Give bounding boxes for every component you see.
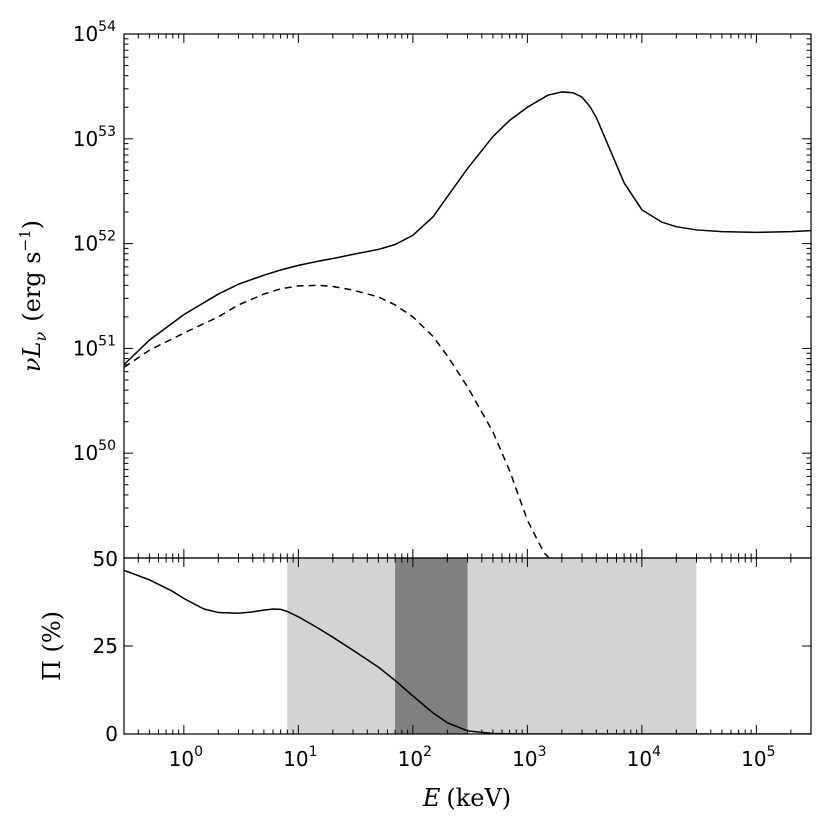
y-tick-label: 25: [93, 634, 118, 658]
ylabel-units: (erg s: [18, 251, 46, 321]
luminosity-series: [124, 91, 811, 558]
bottom-panel-frame: [123, 557, 812, 735]
ylabel-main: νL: [18, 342, 46, 373]
y-tick-label: 1051: [73, 333, 116, 360]
x-tick-label: 103: [512, 744, 546, 771]
ylabel-units-close: ): [18, 220, 46, 229]
x-tick-label: 100: [169, 744, 203, 771]
band-1: [395, 558, 468, 734]
y-tick-label: 1053: [73, 124, 116, 151]
ylabel-units-sup: −1: [16, 229, 34, 251]
x-tick-label: 105: [741, 744, 775, 771]
y-tick-label: 1050: [73, 438, 116, 465]
y-tick-label: 1054: [73, 19, 116, 46]
polarization-line: [124, 569, 811, 734]
xlabel-var: E: [422, 784, 441, 812]
polarization-series: [124, 569, 811, 734]
y-tick-label: 0: [105, 722, 118, 746]
polarization-bands: [287, 558, 697, 734]
y-tick-label: 1052: [73, 229, 116, 256]
component-luminosity-line: [124, 284, 550, 558]
tick-labels: 100 101 102 103 104 105 1050 1051 1052 1053 1054 50…: [73, 19, 776, 771]
y-tick-label: 50: [93, 547, 118, 571]
band-0: [287, 558, 697, 734]
x-axis-label: E (keV): [422, 784, 511, 812]
x-tick-label: 104: [627, 744, 661, 771]
axis-ticks: [123, 33, 812, 735]
x-tick-label: 102: [398, 744, 432, 771]
top-y-axis-label: νLν (erg s−1): [16, 220, 50, 372]
xlabel-units: (keV): [446, 784, 511, 812]
x-tick-label: 101: [283, 744, 317, 771]
bottom-y-axis-label: Π (%): [38, 611, 66, 681]
ylabel-sub: ν: [31, 332, 50, 342]
total-luminosity-line: [124, 91, 811, 366]
top-panel-frame: [123, 33, 812, 559]
